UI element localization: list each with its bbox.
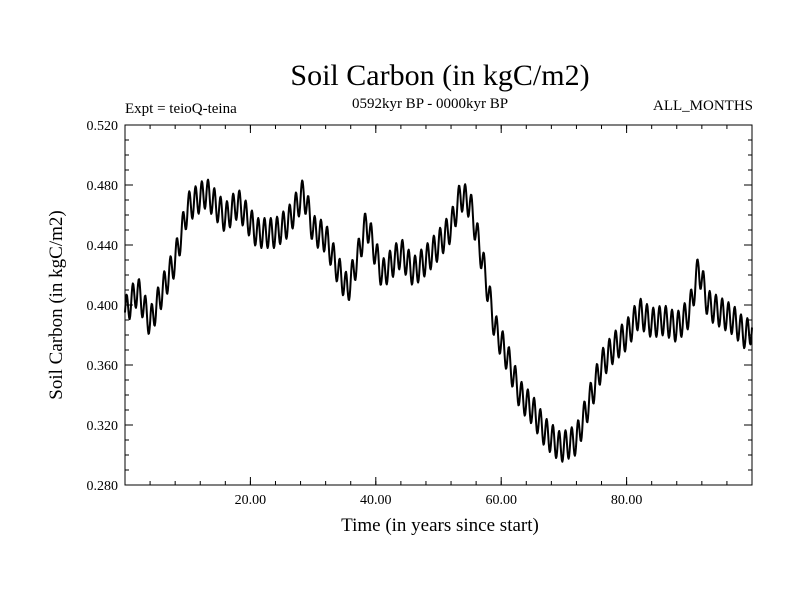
experiment-label: Expt = teioQ-teina — [125, 101, 237, 117]
x-tick-label: 60.00 — [485, 493, 517, 508]
series-line — [124, 178, 753, 463]
y-tick-label: 0.480 — [87, 179, 119, 194]
y-tick-label: 0.440 — [87, 239, 119, 254]
y-tick-label: 0.280 — [87, 479, 119, 494]
y-tick-label: 0.520 — [87, 119, 119, 134]
x-tick-label: 40.00 — [360, 493, 392, 508]
months-label: ALL_MONTHS — [653, 98, 753, 114]
y-tick-label: 0.320 — [87, 419, 119, 434]
time-range-label: 0592kyr BP - 0000kyr BP — [352, 96, 508, 112]
x-tick-label: 20.00 — [235, 493, 267, 508]
x-tick-label: 80.00 — [611, 493, 643, 508]
y-axis-label: Soil Carbon (in kgC/m2) — [46, 210, 67, 399]
chart-title: Soil Carbon (in kgC/m2) — [290, 59, 589, 92]
plot-area: 0.280 0.320 0.360 0.400 0.440 0.480 0.520 20.00… — [87, 119, 753, 508]
y-tick-label: 0.360 — [87, 359, 119, 374]
x-axis-label: Time (in years since start) — [341, 515, 539, 536]
y-tick-label: 0.400 — [87, 299, 119, 314]
